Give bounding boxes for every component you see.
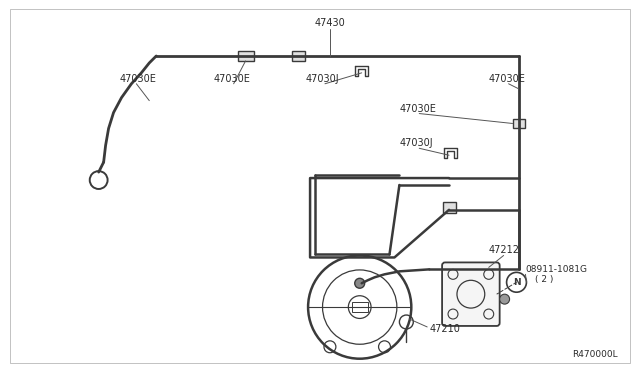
- Text: 47210: 47210: [429, 324, 460, 334]
- Text: 47030J: 47030J: [399, 138, 433, 148]
- Text: 47430: 47430: [314, 18, 346, 28]
- Text: N: N: [513, 278, 520, 287]
- Bar: [443, 202, 456, 213]
- Circle shape: [355, 278, 365, 288]
- Bar: [237, 51, 253, 61]
- Text: 47030E: 47030E: [399, 103, 436, 113]
- FancyBboxPatch shape: [442, 262, 500, 326]
- Text: 47030E: 47030E: [120, 74, 156, 84]
- Text: 47212: 47212: [489, 244, 520, 254]
- Text: R470000L: R470000L: [572, 350, 618, 359]
- Text: 47030J: 47030J: [305, 74, 339, 84]
- Text: 47030E: 47030E: [489, 74, 525, 84]
- Bar: [513, 119, 525, 128]
- Bar: [352, 302, 367, 312]
- Text: ( 2 ): ( 2 ): [536, 275, 554, 284]
- Circle shape: [500, 294, 509, 304]
- Text: 08911-1081G: 08911-1081G: [525, 265, 588, 274]
- Text: 47030E: 47030E: [214, 74, 251, 84]
- Bar: [292, 51, 305, 61]
